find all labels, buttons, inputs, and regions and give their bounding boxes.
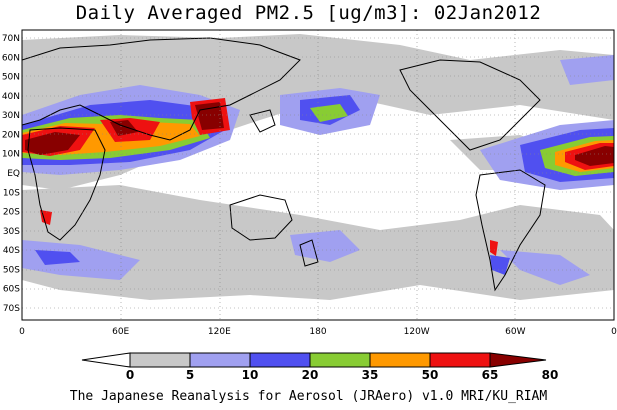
lon-label: 0: [19, 327, 25, 337]
colorbar-arrow-low: [81, 352, 131, 368]
lat-label: 50S: [3, 265, 20, 275]
lat-label: 10S: [3, 188, 20, 198]
colorbar-arrow-high: [489, 352, 547, 368]
footer-credit: The Japanese Reanalysis for Aerosol (JRA…: [69, 389, 548, 404]
lat-label: EQ: [7, 169, 20, 179]
lon-label: 60W: [505, 327, 525, 337]
colorbar-tick-label: 10: [242, 368, 259, 382]
lat-label: 70N: [2, 34, 20, 44]
lat-label: 30N: [2, 111, 20, 121]
colorbar-tick-label: 5: [186, 368, 194, 382]
lat-label: 40N: [2, 92, 20, 102]
colorbar: 0 5 10 20 35 50 65 80: [81, 352, 559, 382]
lon-label: 60E: [112, 327, 129, 337]
colorbar-tick-label: 65: [482, 368, 499, 382]
colorbar-box: [189, 352, 251, 368]
colorbar-box: [309, 352, 371, 368]
colorbar-box: [429, 352, 491, 368]
lon-label: 0: [611, 327, 617, 337]
colorbar-box: [129, 352, 191, 368]
colorbar-tick-label: 20: [302, 368, 319, 382]
lat-label: 20N: [2, 130, 20, 140]
lat-label: 20S: [3, 208, 20, 218]
colorbar-tick-label: 80: [542, 368, 559, 382]
lon-label: 180: [309, 327, 326, 337]
colorbar-tick-label: 0: [126, 368, 134, 382]
map-field: [22, 30, 614, 320]
lat-label: 30S: [3, 227, 20, 237]
colorbar-tick-label: 35: [362, 368, 379, 382]
longitude-labels: 0 60E 120E 180 120W 60W 0: [19, 327, 617, 337]
lat-label: 50N: [2, 73, 20, 83]
map-title: Daily Averaged PM2.5 [ug/m3]: 02Jan2012: [75, 2, 542, 24]
lat-label: 60N: [2, 53, 20, 63]
lat-label: 70S: [3, 304, 20, 314]
colorbar-box: [369, 352, 431, 368]
graticule: [22, 30, 614, 320]
lat-label: 60S: [3, 285, 20, 295]
lon-label: 120E: [208, 327, 231, 337]
coastlines: [22, 37, 546, 292]
lat-label: 10N: [2, 150, 20, 160]
lon-label: 120W: [404, 327, 430, 337]
lat-label: 40S: [3, 246, 20, 256]
latitude-labels: 70N 60N 50N 40N 30N 20N 10N EQ 10S 20S 30S 40S 50S 60…: [2, 34, 20, 314]
colorbar-tick-label: 50: [422, 368, 439, 382]
map-frame: [21, 29, 615, 321]
colorbar-box: [249, 352, 311, 368]
